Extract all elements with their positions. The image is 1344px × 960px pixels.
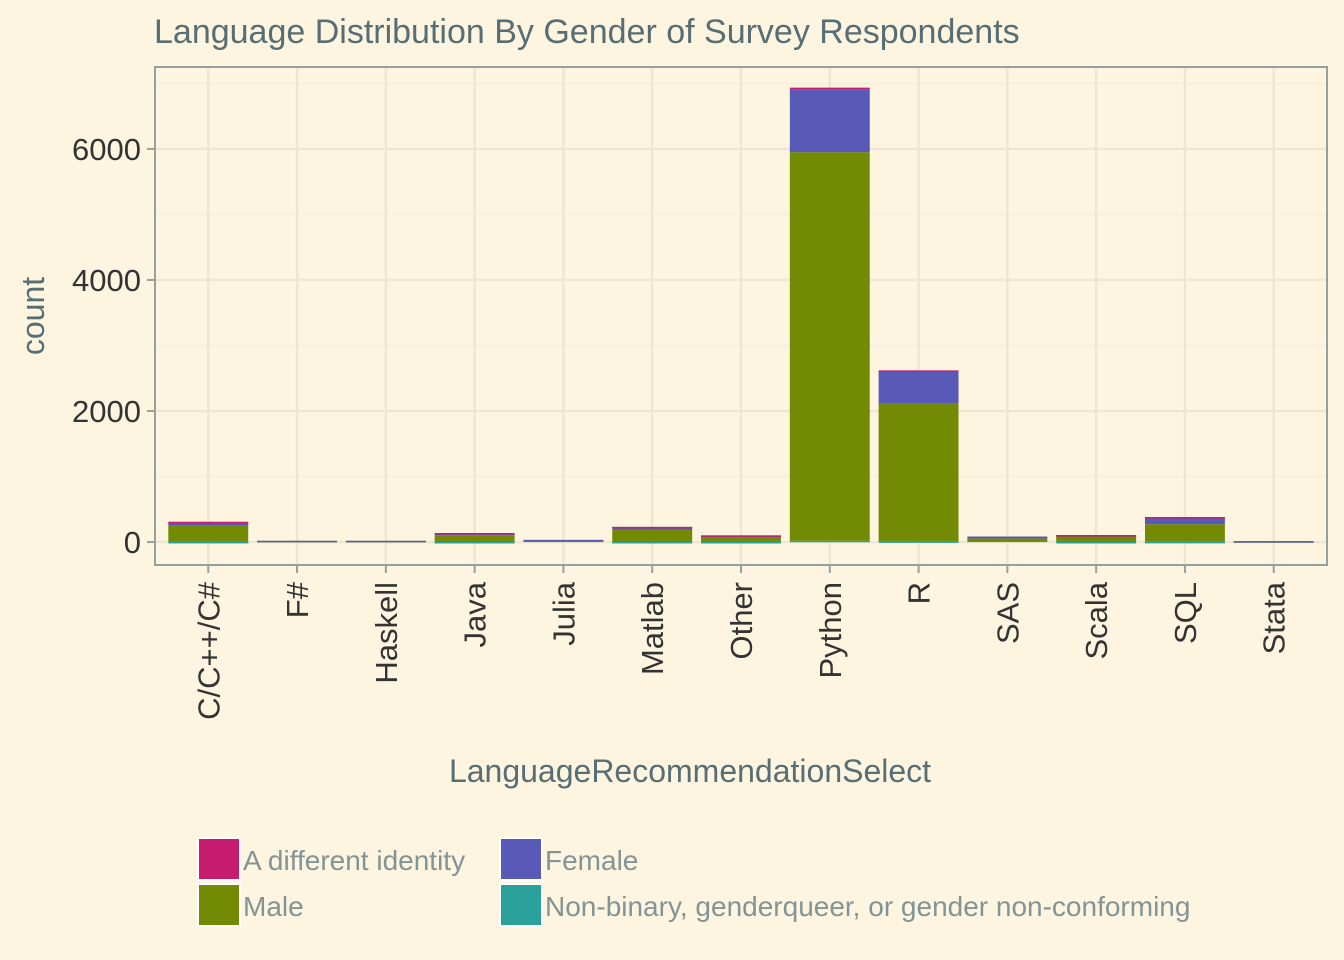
legend-swatch [197, 883, 241, 927]
x-tick-label: Julia [546, 581, 581, 646]
x-axis: C/C++/C# F# Haskell Java Julia Matlab Other Pyt… [191, 565, 1292, 720]
bar-segment [523, 539, 604, 542]
legend-label: A different identity [243, 845, 465, 876]
y-axis: 0 2000 4000 6000 [72, 132, 155, 560]
bar-segment [168, 541, 249, 544]
legend: A different identity Female Male Non-binary… [197, 837, 1190, 927]
bar-segment [789, 87, 870, 90]
bar-segment [434, 535, 515, 543]
bar-segment [168, 521, 249, 526]
x-tick-label: C/C++/C# [191, 581, 226, 720]
bar-segment [434, 542, 515, 544]
x-tick-label: Scala [1079, 581, 1114, 659]
legend-swatch [499, 883, 543, 927]
bar-segment [612, 526, 693, 529]
legend-swatch [197, 837, 241, 881]
legend-label: Male [243, 891, 304, 922]
bar-segment [257, 540, 338, 543]
bar-segment [878, 370, 959, 372]
x-tick-label: Matlab [635, 582, 670, 675]
bar-segment [168, 525, 249, 542]
bar-segment [612, 542, 693, 544]
bar-segment [878, 403, 959, 542]
bar-segment [1144, 517, 1225, 525]
bar-segment [789, 152, 870, 541]
bar-segment [612, 526, 693, 530]
x-tick-label: Stata [1257, 581, 1292, 654]
bar-segment [168, 521, 249, 524]
grid-lines [155, 67, 1327, 565]
bar-segment [701, 542, 781, 544]
x-tick-label: R [902, 582, 937, 604]
legend-swatch [499, 837, 543, 881]
bar-segment [1056, 536, 1137, 543]
bar-segment [1056, 542, 1137, 544]
bars [168, 87, 1314, 544]
legend-item: A different identity [197, 837, 465, 881]
bar-segment [789, 540, 870, 543]
bar-segment [1144, 517, 1225, 519]
y-axis-title: count [15, 277, 51, 355]
bar-segment [1144, 524, 1225, 542]
bar-segment [1056, 535, 1137, 537]
x-tick-label: Haskell [369, 582, 404, 684]
bar-segment [612, 529, 693, 543]
x-tick-label: F# [280, 581, 315, 618]
bar-segment [434, 533, 515, 535]
x-tick-label: Java [458, 581, 493, 647]
x-axis-title: LanguageRecommendationSelect [449, 753, 931, 789]
y-tick-label: 6000 [72, 132, 141, 167]
y-tick-label: 4000 [72, 263, 141, 298]
bar-segment [967, 536, 1048, 539]
legend-item: Male [197, 883, 304, 927]
y-tick-label: 2000 [72, 394, 141, 429]
bar-segment [1144, 541, 1225, 544]
y-tick-label: 0 [124, 525, 141, 560]
x-tick-label: Python [813, 582, 848, 679]
bar-segment [701, 536, 781, 543]
bar-segment [967, 538, 1048, 543]
bar-segment [345, 540, 426, 543]
bar-segment [789, 89, 870, 153]
chart-title: Language Distribution By Gender of Surve… [154, 13, 1020, 51]
legend-item: Non-binary, genderqueer, or gender non-c… [499, 883, 1190, 927]
x-tick-label: SQL [1168, 582, 1203, 644]
bar-segment [1233, 541, 1314, 543]
x-tick-label: Other [724, 582, 759, 660]
legend-label: Female [545, 845, 638, 876]
legend-label: Non-binary, genderqueer, or gender non-c… [545, 891, 1190, 922]
bar-segment [878, 541, 959, 543]
legend-item: Female [499, 837, 638, 881]
bar-segment [701, 535, 781, 537]
x-tick-label: SAS [990, 582, 1025, 644]
bar-segment [878, 371, 959, 404]
